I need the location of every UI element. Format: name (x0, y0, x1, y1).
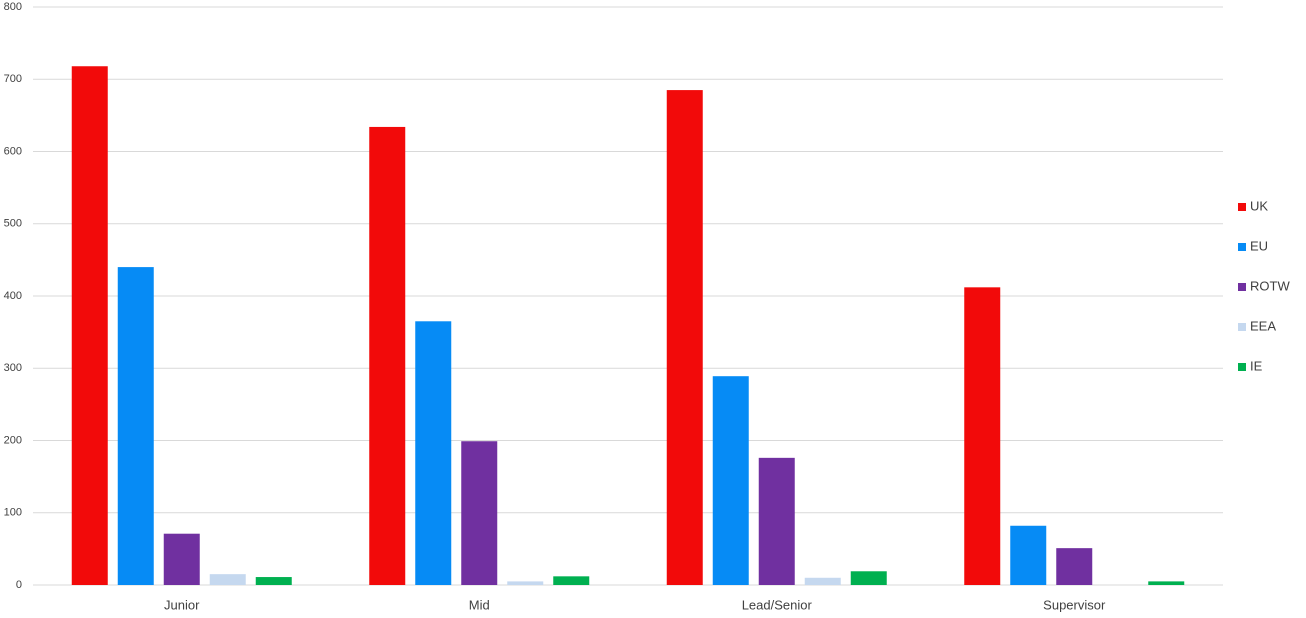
bar (666, 90, 703, 586)
y-tick-label: 500 (4, 218, 22, 230)
legend-label: IE (1250, 358, 1263, 373)
y-tick-label: 600 (4, 145, 22, 157)
bar (117, 267, 154, 585)
bar (507, 581, 544, 585)
bar (1148, 581, 1185, 585)
bar (461, 441, 498, 585)
legend-swatch (1238, 283, 1246, 291)
x-tick-label: Supervisor (1043, 597, 1106, 612)
legend-label: UK (1250, 198, 1268, 213)
x-tick-label: Junior (164, 597, 200, 612)
bar (369, 126, 406, 585)
bar (850, 571, 887, 585)
y-tick-label: 400 (4, 290, 22, 302)
legend-swatch (1238, 243, 1246, 251)
legend-label: EU (1250, 238, 1268, 253)
bar (758, 457, 795, 585)
legend-label: EEA (1250, 318, 1276, 333)
bar (209, 574, 246, 585)
y-tick-label: 100 (4, 507, 22, 519)
y-tick-label: 800 (4, 1, 22, 13)
bar (415, 321, 452, 585)
bar (1010, 525, 1047, 585)
legend-swatch (1238, 203, 1246, 211)
bar (255, 577, 292, 585)
x-tick-label: Mid (469, 597, 490, 612)
x-tick-label: Lead/Senior (742, 597, 813, 612)
legend-swatch (1238, 363, 1246, 371)
bar (553, 576, 590, 585)
bar (71, 66, 108, 586)
y-tick-label: 700 (4, 73, 22, 85)
bar (712, 376, 749, 585)
bar (804, 577, 841, 585)
y-tick-label: 300 (4, 362, 22, 374)
y-tick-label: 200 (4, 434, 22, 446)
bar (964, 287, 1001, 585)
bar (163, 533, 200, 585)
legend-swatch (1238, 323, 1246, 331)
legend-label: ROTW (1250, 278, 1290, 293)
bar (1056, 548, 1093, 585)
y-tick-label: 0 (16, 579, 22, 591)
